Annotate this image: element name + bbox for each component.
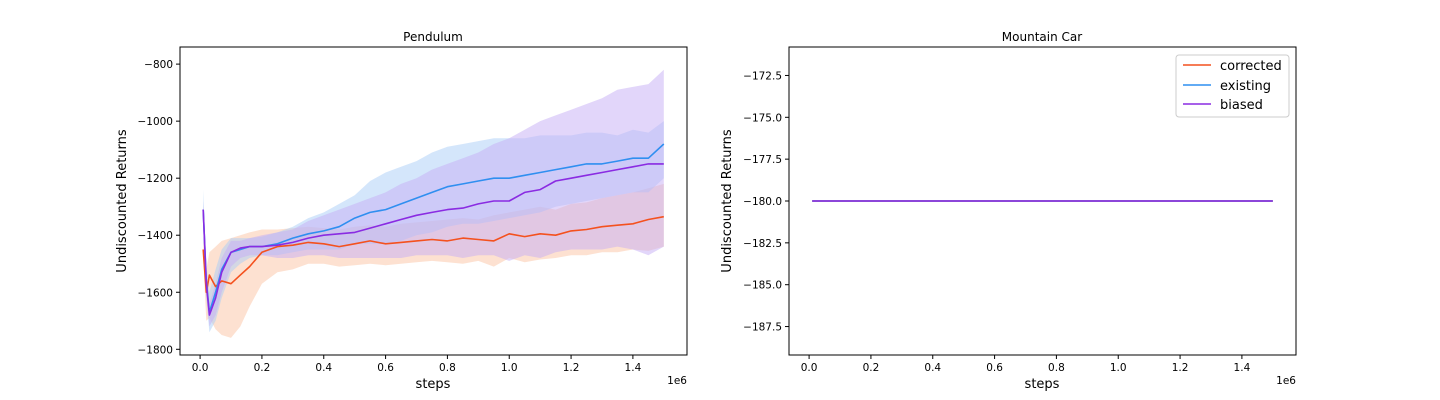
pendulum-band-biased — [203, 69, 664, 327]
legend: corrected existing biased — [1175, 54, 1290, 118]
legend-label-biased: biased — [1220, 98, 1263, 113]
mountain-car-x-offset-text: 1e6 — [1276, 375, 1296, 387]
pendulum-x-tick-label: 1.2 — [563, 362, 580, 374]
pendulum-y-tick-label: −1600 — [137, 287, 173, 299]
pendulum-x-tick-label: 0.8 — [439, 362, 456, 374]
legend-box — [1175, 54, 1290, 118]
mountain-car-x-tick-label: 1.0 — [1110, 362, 1127, 374]
pendulum-line-corrected — [202, 215, 664, 294]
pendulum-bands — [203, 69, 664, 338]
mountain-car-x-tick-label: 0.0 — [801, 362, 818, 374]
mountain-car-x-axis-label: steps — [1025, 377, 1060, 392]
pendulum-y-tick-label: −800 — [144, 59, 173, 71]
mountain-car-title: Mountain Car — [1002, 30, 1082, 44]
legend-label-existing: existing — [1220, 79, 1271, 94]
pendulum-line-biased — [202, 163, 664, 316]
mountain-car-y-tick-label: −177.5 — [743, 154, 782, 166]
mountain-car-y-axis-label: Undiscounted Returns — [720, 129, 735, 273]
mountain-car-x-tick-label: 1.4 — [1234, 362, 1251, 374]
mountain-car-y-tick-label: −180.0 — [743, 196, 782, 208]
pendulum-panel: Pendulum 0.0 0.2 0.4 0.6 0.8 1.0 1.2 1.4 −1800 −1… — [115, 30, 688, 392]
mountain-car-y-tick-label: −172.5 — [743, 70, 782, 82]
pendulum-x-tick-label: 1.4 — [625, 362, 642, 374]
pendulum-y-tick-label: −1000 — [137, 116, 173, 128]
mountain-car-axes-frame — [788, 46, 1297, 356]
pendulum-ticks: 0.0 0.2 0.4 0.6 0.8 1.0 1.2 1.4 −1800 −1600 −1400 −… — [137, 59, 641, 374]
mountain-car-ticks: 0.0 0.2 0.4 0.6 0.8 1.0 1.2 1.4 −187.5 −185.0 −182… — [743, 70, 1250, 374]
mountain-car-y-tick-label: −185.0 — [743, 280, 782, 292]
mountain-car-y-tick-label: −175.0 — [743, 112, 782, 124]
pendulum-axes-frame — [179, 46, 688, 356]
pendulum-x-tick-label: 0.4 — [315, 362, 332, 374]
mountain-car-x-tick-label: 0.6 — [986, 362, 1003, 374]
pendulum-y-axis-label: Undiscounted Returns — [115, 129, 130, 273]
legend-label-corrected: corrected — [1220, 59, 1282, 74]
pendulum-lines — [202, 143, 665, 316]
mountain-car-x-tick-label: 0.2 — [863, 362, 880, 374]
pendulum-x-tick-label: 0.0 — [192, 362, 209, 374]
pendulum-x-tick-label: 0.2 — [254, 362, 271, 374]
mountain-car-x-tick-label: 0.8 — [1048, 362, 1065, 374]
pendulum-y-tick-label: −1400 — [137, 230, 173, 242]
mountain-car-y-tick-label: −187.5 — [743, 322, 782, 334]
mountain-car-x-tick-label: 0.4 — [924, 362, 941, 374]
pendulum-title: Pendulum — [403, 30, 463, 44]
pendulum-x-axis-label: steps — [416, 377, 451, 392]
pendulum-x-tick-label: 1.0 — [501, 362, 518, 374]
mountain-car-x-tick-label: 1.2 — [1172, 362, 1189, 374]
pendulum-x-offset-text: 1e6 — [667, 375, 687, 387]
pendulum-line-existing — [202, 143, 665, 314]
pendulum-y-tick-label: −1800 — [137, 344, 173, 356]
pendulum-x-tick-label: 0.6 — [377, 362, 394, 374]
pendulum-y-tick-label: −1200 — [137, 173, 173, 185]
mountain-car-y-tick-label: −182.5 — [743, 238, 782, 250]
mountain-car-panel: Mountain Car 0.0 0.2 0.4 0.6 0.8 1.0 1.2 1.4 −18… — [720, 30, 1297, 392]
